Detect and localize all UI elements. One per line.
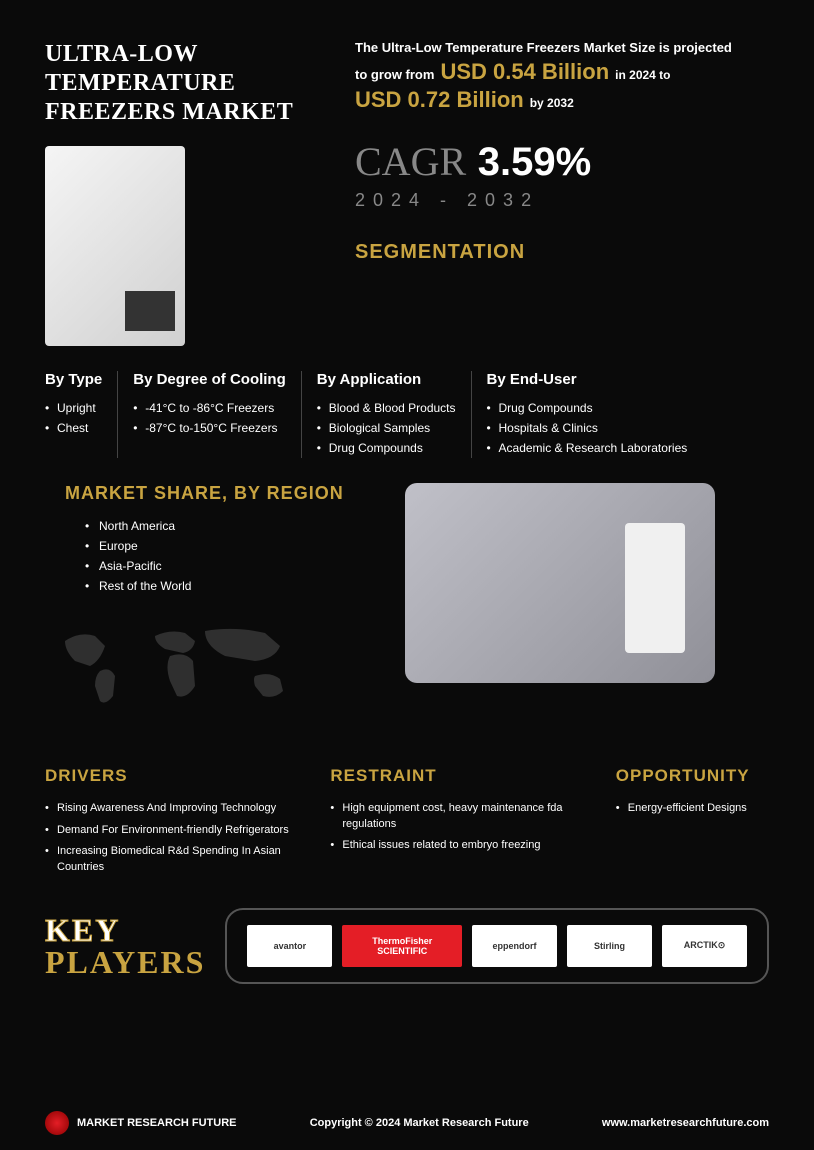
- restraint-item: Ethical issues related to embryo freezin…: [330, 835, 585, 856]
- region-item: Rest of the World: [85, 576, 365, 596]
- seg-item: Academic & Research Laboratories: [487, 438, 688, 458]
- seg-item: -41°C to -86°C Freezers: [133, 398, 286, 418]
- seg-item: Drug Compounds: [487, 398, 688, 418]
- region-item: Asia-Pacific: [85, 556, 365, 576]
- page-title: ULTRA-LOW TEMPERATURE FREEZERS MARKET: [45, 40, 325, 126]
- seg-type-title: By Type: [45, 371, 102, 388]
- seg-item: Chest: [45, 418, 102, 438]
- world-map-icon: [45, 611, 325, 731]
- seg-item: Blood & Blood Products: [317, 398, 456, 418]
- restraint-item: High equipment cost, heavy maintenance f…: [330, 798, 585, 835]
- grow-from-label: to grow from: [355, 67, 434, 82]
- player-logo-arctiko: ARCTIK⊙: [662, 925, 747, 967]
- player-logo-avantor: avantor: [247, 925, 332, 967]
- seg-application-title: By Application: [317, 371, 456, 388]
- drivers-title: DRIVERS: [45, 766, 300, 786]
- region-title: MARKET SHARE, BY REGION: [65, 483, 365, 504]
- driver-item: Increasing Biomedical R&d Spending In As…: [45, 841, 300, 878]
- year-2032-label: by 2032: [530, 96, 574, 110]
- cagr-years: 2024 - 2032: [355, 190, 769, 211]
- projection-intro: The Ultra-Low Temperature Freezers Marke…: [355, 40, 769, 55]
- seg-item: Drug Compounds: [317, 438, 456, 458]
- region-item: North America: [85, 516, 365, 536]
- key-players-label: KEY PLAYERS: [45, 914, 205, 978]
- driver-item: Demand For Environment-friendly Refriger…: [45, 820, 300, 841]
- footer-logo: MARKET RESEARCH FUTURE: [45, 1111, 237, 1135]
- seg-item: Upright: [45, 398, 102, 418]
- seg-item: Biological Samples: [317, 418, 456, 438]
- freezer-product-image: [45, 146, 185, 346]
- company-logo-icon: [45, 1111, 69, 1135]
- footer-company: MARKET RESEARCH FUTURE: [77, 1117, 237, 1129]
- segmentation-heading: SEGMENTATION: [355, 241, 769, 264]
- restraint-title: RESTRAINT: [330, 766, 585, 786]
- cagr-value: 3.59%: [478, 140, 591, 184]
- amount-2032: USD 0.72 Billion: [355, 87, 524, 113]
- footer-website: www.marketresearchfuture.com: [602, 1117, 769, 1129]
- seg-cooling-title: By Degree of Cooling: [133, 371, 286, 388]
- footer-copyright: Copyright © 2024 Market Research Future: [310, 1117, 529, 1129]
- year-2024-label: in 2024 to: [615, 68, 670, 82]
- player-logo-eppendorf: eppendorf: [472, 925, 557, 967]
- opportunity-item: Energy-efficient Designs: [616, 798, 769, 819]
- player-logo-stirling: Stirling: [567, 925, 652, 967]
- seg-item: Hospitals & Clinics: [487, 418, 688, 438]
- players-box: avantor ThermoFisher SCIENTIFIC eppendor…: [225, 908, 769, 984]
- opportunity-title: OPPORTUNITY: [616, 766, 769, 786]
- lab-photo: [405, 483, 715, 683]
- seg-enduser-title: By End-User: [487, 371, 688, 388]
- amount-2024: USD 0.54 Billion: [440, 59, 609, 85]
- seg-item: -87°C to-150°C Freezers: [133, 418, 286, 438]
- cagr-label: CAGR: [355, 139, 466, 184]
- player-logo-thermofisher: ThermoFisher SCIENTIFIC: [342, 925, 462, 967]
- region-item: Europe: [85, 536, 365, 556]
- driver-item: Rising Awareness And Improving Technolog…: [45, 798, 300, 819]
